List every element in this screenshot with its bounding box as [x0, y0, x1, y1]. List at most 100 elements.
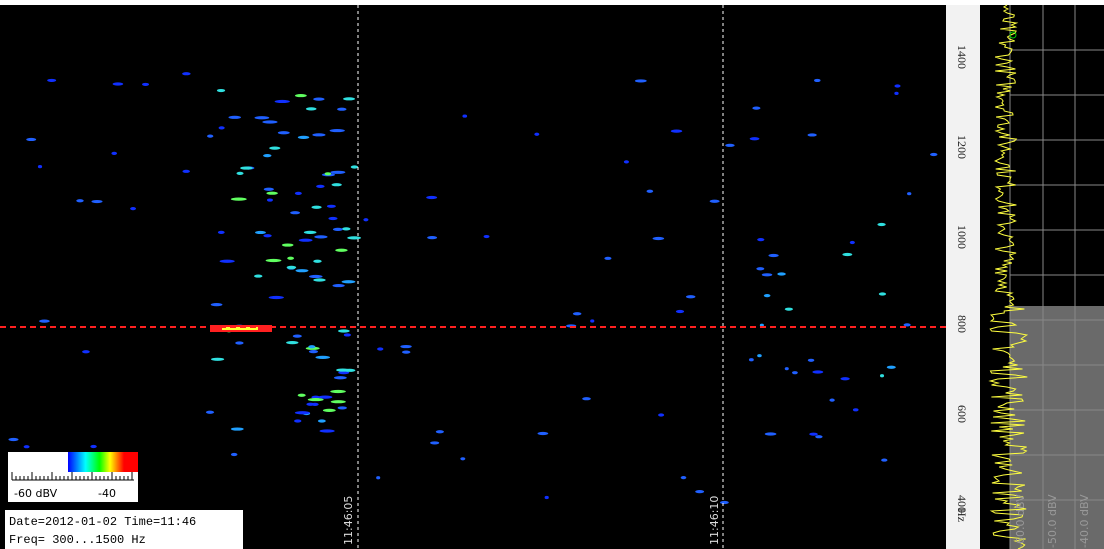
signal-blob	[877, 223, 885, 226]
signal-blob	[306, 107, 317, 110]
signal-blob	[313, 260, 321, 263]
signal-blob	[590, 319, 594, 322]
signal-blob	[676, 310, 684, 313]
signal-blob	[309, 350, 318, 353]
signal-blob	[262, 120, 277, 123]
signal-blob	[240, 166, 252, 169]
signal-blob	[308, 398, 324, 401]
signal-blob	[812, 370, 823, 373]
signal-blob	[266, 192, 278, 195]
signal-blob	[316, 185, 324, 188]
signal-blob	[814, 79, 821, 82]
signal-blob	[26, 138, 36, 141]
signal-blob	[328, 217, 337, 220]
signal-blob	[219, 126, 225, 129]
signal-blob	[335, 249, 347, 252]
time-label: 11:46:05	[342, 496, 355, 545]
signal-blob	[681, 476, 687, 479]
signal-blob	[331, 400, 346, 403]
signal-blob	[720, 501, 729, 504]
signal-blob	[130, 207, 136, 210]
signal-blob	[231, 198, 247, 201]
signal-blob	[377, 347, 383, 350]
signal-blob	[218, 231, 225, 234]
signal-blob	[671, 130, 683, 133]
frequency-label: 1000	[955, 225, 969, 249]
color-bar	[68, 452, 138, 472]
signal-blob	[573, 312, 582, 315]
signal-blob	[850, 241, 855, 244]
signal-blob	[311, 206, 321, 209]
signal-blob	[402, 351, 410, 354]
signal-blob	[653, 237, 665, 240]
signal-blob	[534, 133, 539, 136]
frequency-axis	[946, 5, 980, 549]
signal-blob	[537, 432, 548, 435]
signal-blob	[325, 172, 332, 175]
signal-blob	[327, 205, 336, 208]
signal-blob	[294, 419, 301, 422]
signal-blob	[295, 411, 310, 414]
signal-blob	[312, 133, 325, 136]
signal-blob	[840, 377, 849, 380]
signal-blob	[39, 319, 50, 322]
signal-blob	[853, 408, 859, 411]
signal-blob	[24, 445, 30, 448]
signal-blob	[545, 496, 549, 499]
signal-blob	[764, 294, 771, 297]
signal-blob	[254, 274, 262, 277]
signal-blob	[263, 234, 271, 237]
signal-blob	[427, 236, 437, 239]
frequency-unit: Hz	[955, 508, 969, 522]
frequency-label: 1400	[955, 45, 969, 69]
signal-blob	[484, 235, 490, 238]
frequency-label: 600	[955, 405, 969, 423]
spectrum-window: 11:46:05 11:46:10 140012001000800600400H…	[0, 0, 1104, 549]
signal-blob	[207, 135, 213, 138]
signal-blob	[333, 228, 343, 231]
signal-blob	[582, 397, 591, 400]
signal-blob	[319, 429, 334, 432]
signal-blob	[90, 445, 96, 448]
signal-blob	[231, 427, 244, 430]
signal-blob	[785, 367, 789, 370]
signal-blob	[430, 441, 439, 444]
signal-blob	[318, 419, 326, 422]
spectrogram-area	[0, 5, 946, 549]
signal-blob	[111, 152, 117, 155]
signal-blob	[376, 476, 380, 479]
signal-blob	[266, 259, 282, 262]
signal-blob	[318, 396, 332, 399]
signal-blob	[267, 198, 273, 201]
signal-blob	[211, 358, 224, 361]
signal-blob	[333, 284, 345, 287]
signal-blob	[235, 341, 243, 344]
signal-blob	[658, 413, 664, 416]
signal-blob	[635, 79, 647, 82]
signal-blob	[785, 308, 793, 311]
signal-blob	[278, 131, 290, 134]
signal-blob	[363, 218, 368, 221]
signal-blob	[82, 350, 90, 353]
signal-blob	[308, 345, 315, 348]
signal-blob	[47, 79, 56, 82]
signal-blob	[829, 399, 834, 402]
signal-blob	[436, 430, 444, 433]
signal-blob	[334, 376, 347, 379]
signal-blob	[309, 275, 323, 278]
frequency-label: 800	[955, 315, 969, 333]
spectrum-axis-label: -60.0 dBV	[1014, 494, 1027, 548]
signal-blob	[338, 406, 347, 409]
signal-blob	[750, 137, 760, 140]
signal-blob	[725, 144, 734, 147]
signal-blob	[460, 457, 465, 460]
signal-blob	[296, 269, 309, 272]
signal-blob	[749, 358, 754, 361]
signal-blob	[182, 170, 189, 173]
color-scale-min: -60 dBV	[14, 487, 58, 500]
signal-blob	[808, 359, 814, 362]
signal-blob	[313, 278, 325, 281]
signal-blob	[269, 147, 280, 150]
signal-blob	[400, 345, 412, 348]
spectrum-axis-label: -50.0 dBV	[1046, 494, 1059, 548]
